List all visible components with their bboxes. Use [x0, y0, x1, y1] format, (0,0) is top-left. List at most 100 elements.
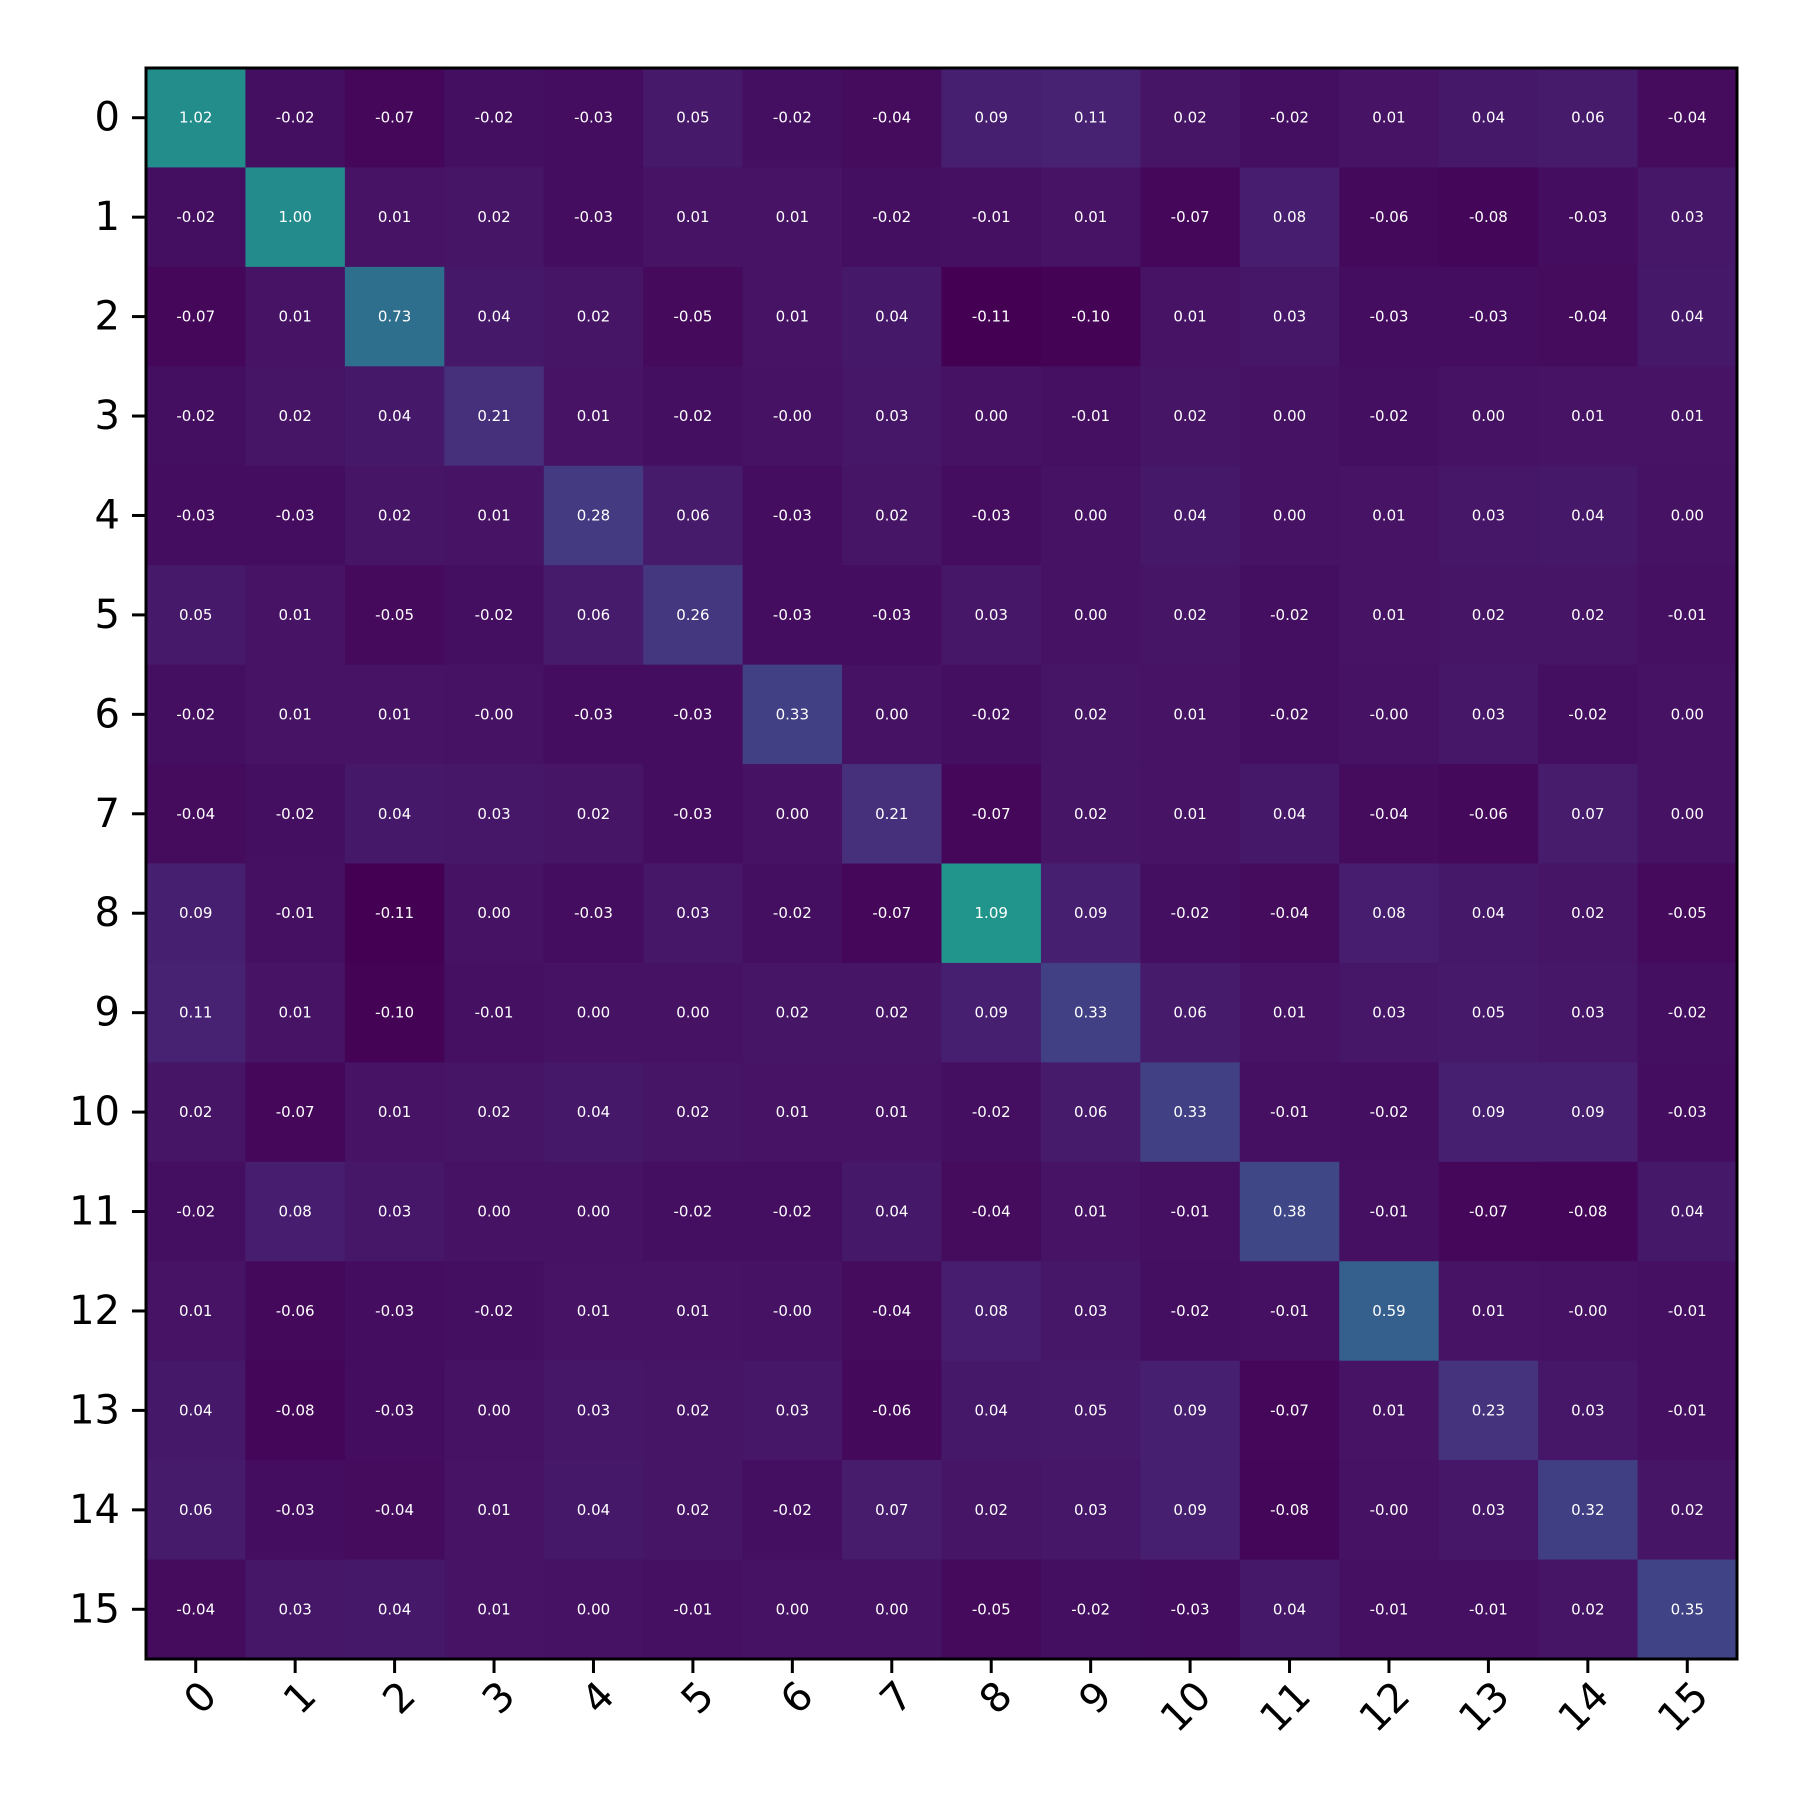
heatmap-cell: [245, 764, 346, 865]
cell-value-label: -0.02: [1270, 606, 1309, 624]
heatmap-cell: [842, 1559, 943, 1660]
cell-value-label: 0.01: [1472, 1302, 1505, 1320]
heatmap-cell: [1438, 565, 1539, 666]
heatmap-cell: [1040, 1559, 1141, 1660]
heatmap-cell: [1637, 1161, 1738, 1262]
heatmap-cell: [146, 664, 247, 765]
heatmap-cell: [1438, 664, 1539, 765]
cell-value-label: -0.06: [1469, 805, 1508, 823]
cell-value-label: 0.06: [1571, 109, 1604, 127]
cell-value-label: -0.07: [872, 904, 911, 922]
cell-value-label: 0.04: [1173, 506, 1206, 524]
heatmap-cell: [1239, 465, 1340, 566]
cell-value-label: -0.02: [773, 1203, 812, 1221]
cell-value-label: 0.03: [278, 1600, 311, 1618]
cell-value-label: -0.05: [972, 1600, 1011, 1618]
cell-value-label: 0.32: [1571, 1501, 1604, 1519]
y-tick-label: 9: [95, 990, 120, 1036]
heatmap-cell: [146, 962, 247, 1063]
heatmap-cell: [1040, 167, 1141, 268]
cell-value-label: 0.03: [477, 805, 510, 823]
cell-value-label: -0.01: [475, 1004, 514, 1022]
cell-value-label: -0.03: [574, 109, 613, 127]
y-tick-label: 8: [95, 890, 120, 936]
cell-value-label: -0.03: [574, 904, 613, 922]
heatmap-cell: [1140, 1062, 1241, 1163]
cell-value-label: -0.03: [574, 705, 613, 723]
cell-value-label: 0.00: [1671, 805, 1704, 823]
cell-value-label: -0.03: [176, 506, 215, 524]
heatmap-cell: [245, 266, 346, 367]
cell-value-label: 0.04: [378, 1600, 411, 1618]
heatmap-cell: [1538, 565, 1639, 666]
cell-value-label: 0.73: [378, 308, 411, 326]
cell-value-label: 0.01: [875, 1103, 908, 1121]
cell-value-label: -0.04: [375, 1501, 414, 1519]
cell-value-label: 0.02: [1173, 407, 1206, 425]
heatmap-cell: [1239, 266, 1340, 367]
heatmap-cell: [1140, 664, 1241, 765]
cell-value-label: -0.07: [1171, 208, 1210, 226]
heatmap-cell: [543, 863, 644, 964]
heatmap-cell: [941, 167, 1042, 268]
cell-value-label: 0.00: [776, 1600, 809, 1618]
heatmap-cell: [1040, 366, 1141, 467]
heatmap-cell: [1040, 1161, 1141, 1262]
heatmap-cell: [1140, 962, 1241, 1063]
cell-value-label: 0.03: [1472, 705, 1505, 723]
cell-value-label: 0.01: [179, 1302, 212, 1320]
cell-value-label: -0.06: [1370, 208, 1409, 226]
heatmap-cell: [1040, 863, 1141, 964]
heatmap-cell: [842, 366, 943, 467]
cell-value-label: 0.01: [1173, 308, 1206, 326]
heatmap-cell: [344, 664, 445, 765]
y-tick-label: 0: [95, 95, 120, 141]
heatmap-cell: [344, 68, 445, 169]
heatmap-cell: [941, 68, 1042, 169]
cell-value-label: -0.03: [1469, 308, 1508, 326]
cell-value-label: -0.04: [1668, 109, 1707, 127]
heatmap-cell: [344, 1559, 445, 1660]
cell-value-label: 0.01: [1074, 1203, 1107, 1221]
cell-value-label: 0.03: [776, 1401, 809, 1419]
cell-value-label: 0.02: [477, 208, 510, 226]
heatmap-cell: [1339, 266, 1440, 367]
cell-value-label: 0.01: [1074, 208, 1107, 226]
heatmap-cell: [1538, 863, 1639, 964]
heatmap-cell: [941, 863, 1042, 964]
heatmap-cell: [643, 167, 744, 268]
y-tick-label: 15: [69, 1586, 120, 1632]
cell-value-label: 0.06: [179, 1501, 212, 1519]
cell-value-label: 0.09: [179, 904, 212, 922]
heatmap-cell: [1438, 68, 1539, 169]
cell-value-label: -0.02: [972, 705, 1011, 723]
heatmap-cell: [344, 1161, 445, 1262]
heatmap-cell: [245, 1559, 346, 1660]
heatmap-cell: [1538, 1460, 1639, 1561]
y-tick-label: 11: [69, 1189, 120, 1235]
cell-value-label: 0.01: [477, 506, 510, 524]
cell-value-label: 0.00: [875, 1600, 908, 1618]
heatmap-cell: [1538, 465, 1639, 566]
heatmap-cell: [344, 465, 445, 566]
cell-value-label: 0.26: [676, 606, 709, 624]
heatmap-cell: [1438, 167, 1539, 268]
heatmap-cell: [1339, 1261, 1440, 1362]
cell-value-label: -0.01: [1370, 1203, 1409, 1221]
cell-value-label: 0.03: [1571, 1004, 1604, 1022]
cell-value-label: 0.02: [1074, 705, 1107, 723]
heatmap-cell: [1339, 1360, 1440, 1461]
cell-value-label: 0.02: [179, 1103, 212, 1121]
cell-value-label: 0.04: [378, 407, 411, 425]
cell-value-label: 0.04: [477, 308, 510, 326]
cell-value-label: 0.03: [875, 407, 908, 425]
cell-value-label: 0.33: [1173, 1103, 1206, 1121]
cell-value-label: 1.02: [179, 109, 212, 127]
cell-value-label: 0.02: [975, 1501, 1008, 1519]
cell-value-label: 0.03: [1074, 1302, 1107, 1320]
heatmap-cell: [1339, 167, 1440, 268]
cell-value-label: 0.02: [278, 407, 311, 425]
heatmap-cell: [1239, 565, 1340, 666]
heatmap-cell: [344, 1460, 445, 1561]
cell-value-label: 0.02: [1173, 606, 1206, 624]
